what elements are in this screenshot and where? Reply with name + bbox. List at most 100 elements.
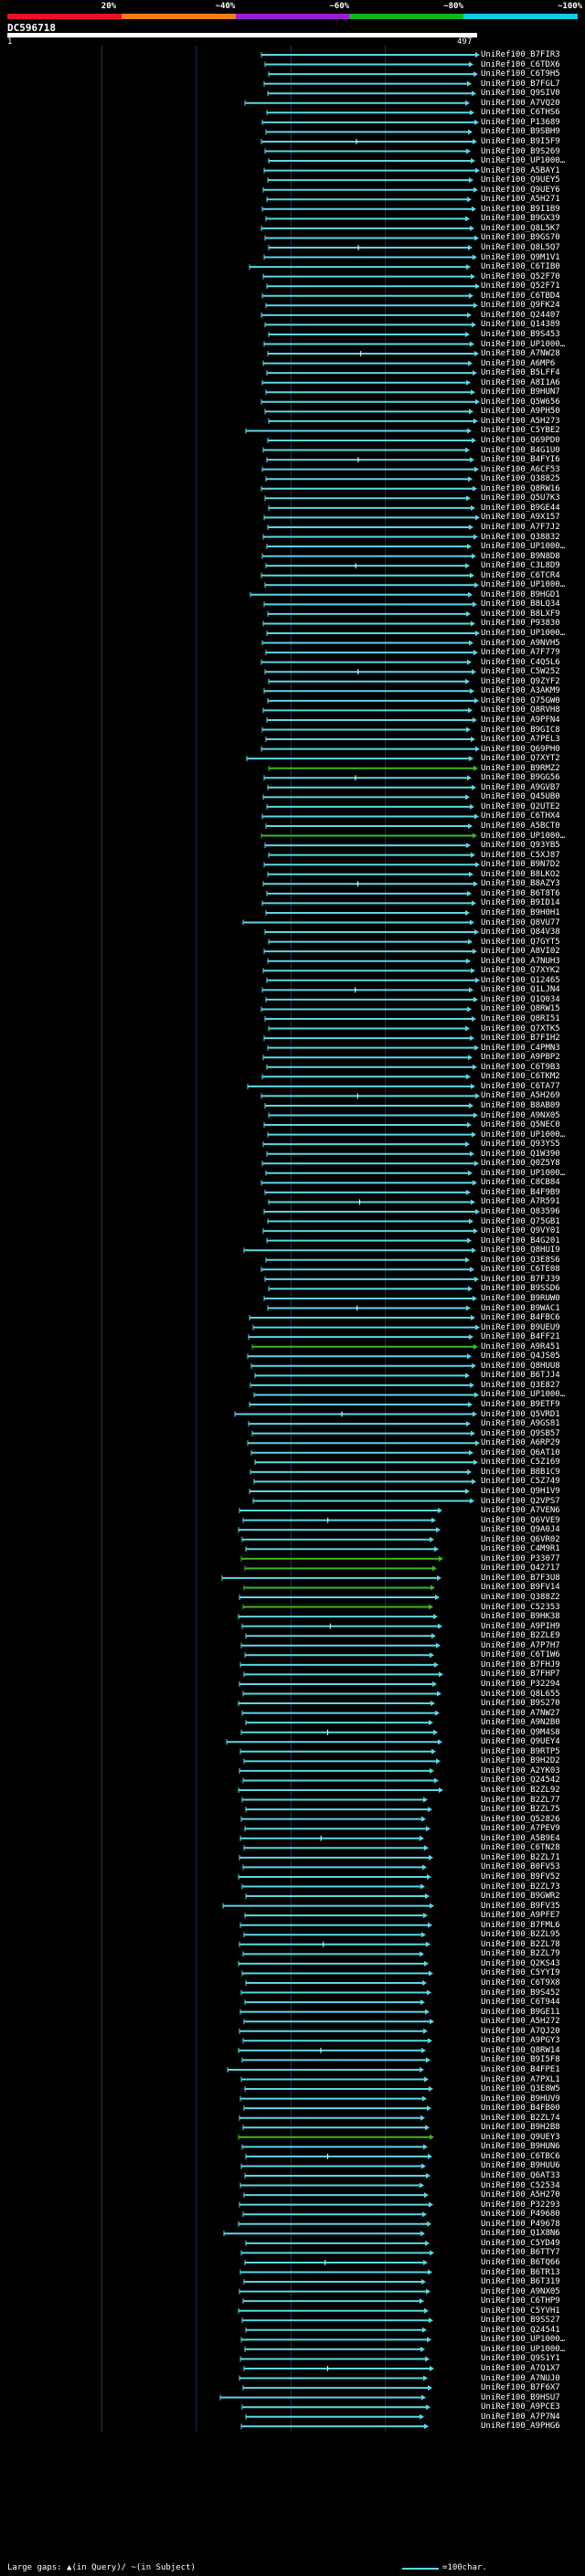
hit-label[interactable]: UniRef100_B9HUU6 [481, 2161, 560, 2171]
hit-label[interactable]: UniRef100_A9NX05 [481, 2286, 560, 2296]
hit-label[interactable]: UniRef100_A9GVB7 [481, 782, 560, 792]
hit-label[interactable]: UniRef100_Q8RW15 [481, 1004, 560, 1014]
hit-label[interactable]: UniRef100_B9H2D2 [481, 1756, 560, 1766]
hit-label[interactable]: UniRef100_A9PFN4 [481, 715, 560, 725]
hit-label[interactable]: UniRef100_B9FV52 [481, 1871, 560, 1882]
hit-label[interactable]: UniRef100_A9PCE3 [481, 2402, 560, 2412]
hit-label[interactable]: UniRef100_C5YBE2 [481, 426, 560, 436]
hit-label[interactable]: UniRef100_P33077 [481, 1553, 560, 1564]
hit-label[interactable]: UniRef100_Q9VY01 [481, 1226, 560, 1236]
hit-label[interactable]: UniRef100_Q9S1Y1 [481, 2354, 560, 2364]
hit-label[interactable]: UniRef100_Q8RW16 [481, 483, 560, 493]
hit-label[interactable]: UniRef100_UP1000… [481, 156, 566, 166]
hit-label[interactable]: UniRef100_UP1000… [481, 1390, 566, 1400]
hit-label[interactable]: UniRef100_A7R591 [481, 1197, 560, 1207]
hit-label[interactable]: UniRef100_A7NW27 [481, 1708, 560, 1718]
hit-label[interactable]: UniRef100_Q2UTE2 [481, 801, 560, 811]
hit-label[interactable]: UniRef100_C5YVH1 [481, 2306, 560, 2316]
hit-label[interactable]: UniRef100_C3L8D9 [481, 561, 560, 571]
hit-label[interactable]: UniRef100_B9GS70 [481, 233, 560, 243]
hit-label[interactable]: UniRef100_A9PFE7 [481, 1911, 560, 1921]
hit-label[interactable]: UniRef100_Q8RW14 [481, 2045, 560, 2055]
hit-label[interactable]: UniRef100_Q8L655 [481, 1689, 560, 1699]
hit-label[interactable]: UniRef100_B7F6X7 [481, 2383, 560, 2393]
hit-label[interactable]: UniRef100_Q75GB1 [481, 1216, 560, 1226]
hit-label[interactable]: UniRef100_Q9UEY4 [481, 1737, 560, 1747]
hit-label[interactable]: UniRef100_B7FIH2 [481, 1034, 560, 1044]
hit-label[interactable]: UniRef100_P13689 [481, 117, 560, 127]
hit-label[interactable]: UniRef100_C4PMN3 [481, 1043, 560, 1053]
hit-label[interactable]: UniRef100_B4FPE1 [481, 2064, 560, 2074]
hit-label[interactable]: UniRef100_A7VEN6 [481, 1506, 560, 1516]
hit-label[interactable]: UniRef100_A8I1A6 [481, 377, 560, 387]
hit-label[interactable]: UniRef100_C6TKM2 [481, 1072, 560, 1082]
hit-label[interactable]: UniRef100_C6TE08 [481, 1265, 560, 1275]
hit-label[interactable]: UniRef100_C4M9R1 [481, 1544, 560, 1554]
hit-label[interactable]: UniRef100_A7Q1X7 [481, 2364, 560, 2373]
hit-label[interactable]: UniRef100_Q8L5K7 [481, 223, 560, 233]
hit-label[interactable]: UniRef100_UP1000… [481, 2344, 566, 2354]
hit-label[interactable]: UniRef100_A9PIH9 [481, 1621, 560, 1631]
hit-label[interactable]: UniRef100_C6THX4 [481, 811, 560, 822]
hit-label[interactable]: UniRef100_B9N8D8 [481, 551, 560, 561]
hit-label[interactable]: UniRef100_C5W252 [481, 667, 560, 677]
hit-label[interactable]: UniRef100_B9I1B9 [481, 204, 560, 214]
hit-label[interactable]: UniRef100_C5Z169 [481, 1458, 560, 1468]
hit-label[interactable]: UniRef100_Q45UB0 [481, 792, 560, 802]
hit-label[interactable]: UniRef100_A9NX05 [481, 1110, 560, 1120]
hit-label[interactable]: UniRef100_B4FBC6 [481, 1313, 560, 1323]
hit-label[interactable]: UniRef100_A7P7H7 [481, 1640, 560, 1650]
hit-label[interactable]: UniRef100_B9HGD1 [481, 589, 560, 599]
hit-label[interactable]: UniRef100_C6T1W6 [481, 1650, 560, 1660]
hit-label[interactable]: UniRef100_Q84V38 [481, 928, 560, 938]
hit-label[interactable]: UniRef100_Q8RVH8 [481, 705, 560, 716]
hit-label[interactable]: UniRef100_B7FHJ9 [481, 1659, 560, 1670]
hit-label[interactable]: UniRef100_B9I5F9 [481, 136, 560, 146]
hit-label[interactable]: UniRef100_B6TQ66 [481, 2257, 560, 2267]
hit-label[interactable]: UniRef100_A7F779 [481, 648, 560, 658]
hit-label[interactable]: UniRef100_C6THP9 [481, 2296, 560, 2306]
hit-label[interactable]: UniRef100_C6T9B3 [481, 1062, 560, 1072]
hit-label[interactable]: UniRef100_B5LFF4 [481, 368, 560, 378]
hit-label[interactable]: UniRef100_A5BCT0 [481, 822, 560, 831]
hit-label[interactable]: UniRef100_A5BAY1 [481, 165, 560, 175]
hit-label[interactable]: UniRef100_A7P7N4 [481, 2412, 560, 2422]
hit-label[interactable]: UniRef100_C6TDX6 [481, 59, 560, 69]
hit-label[interactable]: UniRef100_B9GX39 [481, 214, 560, 224]
hit-label[interactable]: UniRef100_A5H270 [481, 2190, 560, 2200]
hit-label[interactable]: UniRef100_P32294 [481, 1679, 560, 1689]
hit-label[interactable]: UniRef100_Q1LJN4 [481, 985, 560, 995]
hit-label[interactable]: UniRef100_Q93YB5 [481, 841, 560, 851]
hit-label[interactable]: UniRef100_Q1X8N6 [481, 2229, 560, 2239]
hit-label[interactable]: UniRef100_C52353 [481, 1602, 560, 1612]
hit-label[interactable]: UniRef100_Q3E8W5 [481, 2084, 560, 2094]
hit-label[interactable]: UniRef100_Q9A0J4 [481, 1525, 560, 1535]
hit-label[interactable]: UniRef100_Q7XYT2 [481, 754, 560, 764]
hit-label[interactable]: UniRef100_B8LKO2 [481, 869, 560, 879]
hit-label[interactable]: UniRef100_UP1000… [481, 831, 566, 841]
hit-label[interactable]: UniRef100_Q24541 [481, 2325, 560, 2335]
hit-label[interactable]: UniRef100_B9I5F8 [481, 2055, 560, 2065]
hit-label[interactable]: UniRef100_B9UEU9 [481, 1322, 560, 1332]
hit-label[interactable]: UniRef100_Q6AT33 [481, 2171, 560, 2180]
hit-label[interactable]: UniRef100_Q6AT10 [481, 1447, 560, 1458]
hit-label[interactable]: UniRef100_B9HSU7 [481, 2392, 560, 2402]
hit-label[interactable]: UniRef100_B2ZL75 [481, 1805, 560, 1815]
hit-label[interactable]: UniRef100_C6T9H5 [481, 69, 560, 80]
hit-label[interactable]: UniRef100_B2ZL71 [481, 1852, 560, 1862]
hit-label[interactable]: UniRef100_A6MP6 [481, 358, 556, 368]
hit-label[interactable]: UniRef100_Q52F71 [481, 281, 560, 292]
hit-label[interactable]: UniRef100_B8B1C9 [481, 1467, 560, 1477]
hit-label[interactable]: UniRef100_Q7GYT5 [481, 937, 560, 947]
hit-label[interactable]: UniRef100_B9WAC1 [481, 1303, 560, 1313]
hit-label[interactable]: UniRef100_B9SSD6 [481, 1284, 560, 1294]
hit-label[interactable]: UniRef100_A8VI02 [481, 947, 560, 957]
hit-label[interactable]: UniRef100_A7PEL3 [481, 735, 560, 745]
hit-label[interactable]: UniRef100_Q9FK24 [481, 301, 560, 311]
hit-label[interactable]: UniRef100_P49680 [481, 2210, 560, 2220]
hit-label[interactable]: UniRef100_P32293 [481, 2200, 560, 2210]
hit-label[interactable]: UniRef100_UP1000… [481, 1129, 566, 1140]
hit-label[interactable]: UniRef100_C6TCR4 [481, 570, 560, 580]
hit-label[interactable]: UniRef100_Q8HUI9 [481, 1246, 560, 1256]
hit-label[interactable]: UniRef100_B8LXF9 [481, 609, 560, 619]
